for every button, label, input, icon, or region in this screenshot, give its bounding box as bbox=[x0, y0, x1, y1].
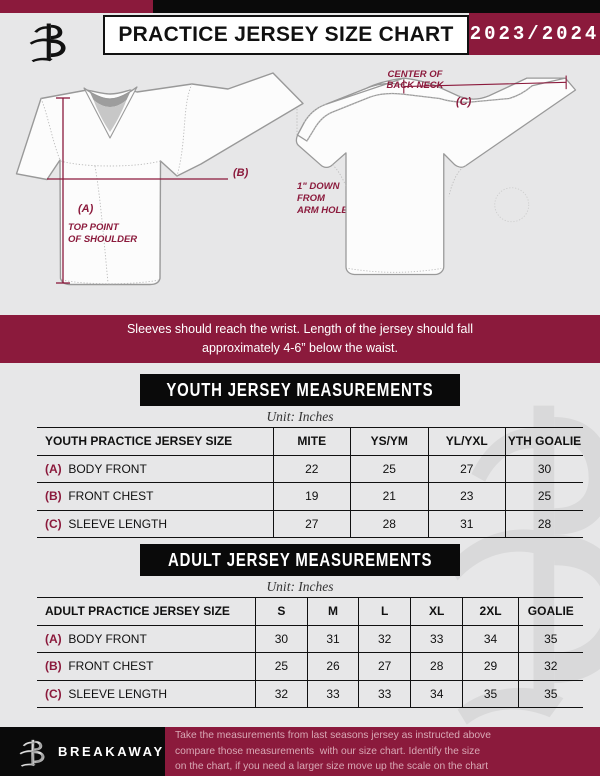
svg-text:OF SHOULDER: OF SHOULDER bbox=[68, 234, 137, 245]
svg-text:(B): (B) bbox=[233, 167, 249, 179]
svg-text:CENTER OF: CENTER OF bbox=[388, 69, 443, 80]
svg-text:TOP POINT: TOP POINT bbox=[68, 222, 120, 233]
svg-text:ARM HOLE: ARM HOLE bbox=[296, 205, 348, 216]
svg-text:1" DOWN: 1" DOWN bbox=[297, 181, 341, 192]
svg-text:(C): (C) bbox=[456, 96, 472, 108]
svg-text:FROM: FROM bbox=[297, 193, 326, 204]
svg-text:BACK NECK: BACK NECK bbox=[387, 80, 445, 91]
svg-text:(A): (A) bbox=[78, 203, 94, 215]
